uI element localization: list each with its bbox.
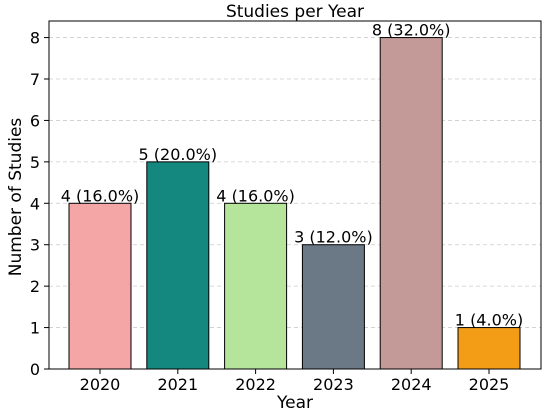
y-axis-title: Number of Studies xyxy=(6,118,26,277)
chart-title: Studies per Year xyxy=(226,2,364,22)
x-tick-label: 2022 xyxy=(235,375,276,394)
bar-2024 xyxy=(379,37,443,370)
data-label-2022: 4 (16.0%) xyxy=(216,186,295,205)
y-tick-label: 6 xyxy=(30,111,40,130)
grid-lines xyxy=(49,37,541,328)
y-tick-label: 7 xyxy=(30,70,40,89)
x-axis-title: Year xyxy=(276,393,313,413)
y-tick-label: 3 xyxy=(30,236,40,255)
y-tick-label: 2 xyxy=(30,277,40,296)
y-tick-label: 0 xyxy=(30,360,40,379)
x-tick-label: 2024 xyxy=(391,375,432,394)
data-label-2024: 8 (32.0%) xyxy=(372,21,451,40)
axes: 0 1 2 3 4 5 6 7 8 2020 2021 2022 2023 2024 2025 xyxy=(30,20,542,394)
y-tick-label: 1 xyxy=(30,319,40,338)
data-label-2021: 5 (20.0%) xyxy=(139,145,218,164)
bar-2020 xyxy=(68,202,132,370)
x-tick-label: 2025 xyxy=(469,375,510,394)
data-label-2023: 3 (12.0%) xyxy=(294,228,373,247)
data-label-2025: 1 (4.0%) xyxy=(455,311,523,330)
bar-2025 xyxy=(457,327,521,370)
x-tick-label: 2023 xyxy=(313,375,354,394)
x-tick-label: 2020 xyxy=(80,375,121,394)
data-labels: 4 (16.0%) 5 (20.0%) 4 (16.0%) 3 (12.0%) 8 (3… xyxy=(61,21,523,330)
plot-frame xyxy=(48,20,542,370)
data-label-2020: 4 (16.0%) xyxy=(61,186,140,205)
y-tick-label: 4 xyxy=(30,194,40,213)
bar-2021 xyxy=(146,161,210,370)
bars xyxy=(68,37,521,370)
y-tick-label: 5 xyxy=(30,153,40,172)
bar-2023 xyxy=(301,244,365,370)
x-tick-label: 2021 xyxy=(157,375,198,394)
bar-2022 xyxy=(224,202,288,370)
y-tick-label: 8 xyxy=(30,29,40,48)
